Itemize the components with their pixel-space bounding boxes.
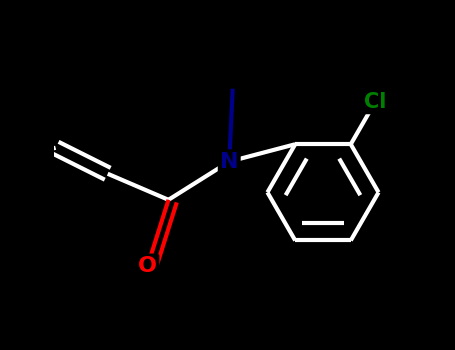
Text: O: O: [138, 256, 157, 276]
Text: N: N: [220, 152, 238, 172]
Text: Cl: Cl: [364, 92, 386, 112]
